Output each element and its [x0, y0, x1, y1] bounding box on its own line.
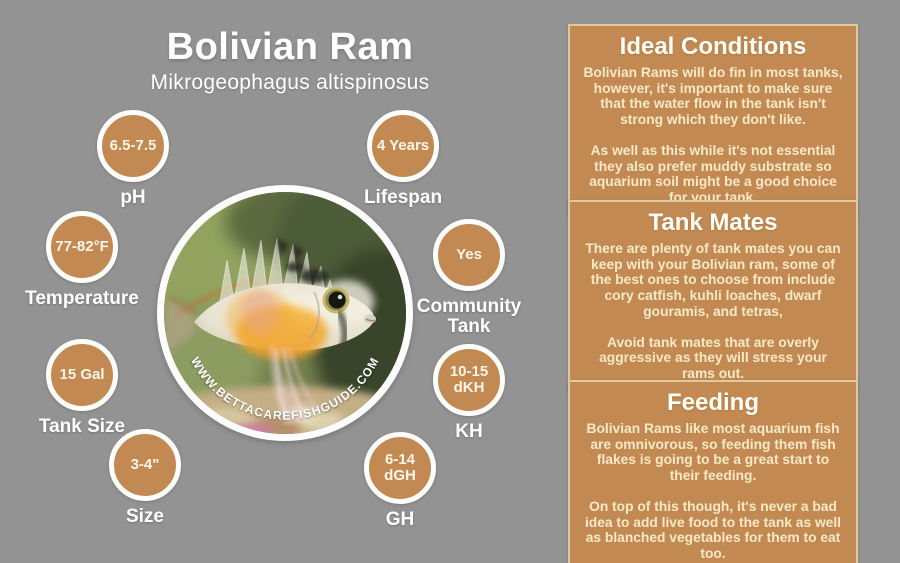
stat-size-value: 3-4"	[130, 456, 160, 474]
stat-lifespan-label: Lifespan	[363, 187, 443, 208]
watermark-arc: WWW.BETTACAREFISHGUIDE.COM	[188, 355, 382, 423]
panel-tank-mates-paragraph: There are plenty of tank mates you can k…	[585, 241, 841, 319]
page-subtitle: Mikrogeophagus altispinosus	[150, 71, 430, 94]
stat-gh-label: GH	[385, 509, 415, 530]
stat-ph-circle: 6.5-7.5	[97, 110, 169, 182]
stat-ph-value: 6.5-7.5	[109, 137, 157, 155]
svg-text:WWW.BETTACAREFISHGUIDE.COM: WWW.BETTACAREFISHGUIDE.COM	[188, 355, 382, 423]
stat-kh-value: 10-15 dKH	[449, 363, 489, 396]
stat-tank-size-circle: 15 Gal	[46, 339, 118, 411]
panel-feeding: Feeding Bolivian Rams like most aquarium…	[568, 380, 858, 563]
panel-tank-mates: Tank Mates There are plenty of tank mate…	[568, 200, 858, 392]
stat-ph-label: pH	[120, 187, 146, 208]
stat-community-tank-value: Yes	[456, 246, 482, 264]
stat-community-tank: Yes Community Tank	[379, 219, 559, 337]
stat-kh: 10-15 dKH KH	[379, 344, 559, 442]
panel-tank-mates-paragraph: Avoid tank mates that are overly aggress…	[599, 334, 827, 382]
stat-size-circle: 3-4"	[109, 429, 181, 501]
watermark-text: WWW.BETTACAREFISHGUIDE.COM	[188, 355, 381, 423]
panel-feeding-title: Feeding	[666, 389, 759, 416]
stat-kh-label: KH	[455, 421, 483, 442]
fish-photo: WWW.BETTACAREFISHGUIDE.COM	[157, 185, 413, 441]
stat-lifespan-value: 4 Years	[376, 137, 430, 155]
stat-community-tank-circle: Yes	[433, 219, 505, 291]
stat-tank-size-value: 15 Gal	[59, 366, 105, 384]
header: Bolivian Ram Mikrogeophagus altispinosus	[60, 26, 520, 95]
panel-tank-mates-title: Tank Mates	[648, 209, 778, 236]
panel-ideal-conditions-paragraph: Bolivian Rams will do fin in most tanks,…	[583, 65, 843, 128]
stat-tank-size: 15 Gal Tank Size	[0, 339, 172, 437]
panel-feeding-paragraph: On top of this though, it's never a bad …	[584, 498, 842, 562]
stat-gh-value: 6-14 dGH	[384, 451, 416, 484]
stat-lifespan: 4 Years Lifespan	[313, 110, 493, 208]
stat-community-tank-label: Community Tank	[416, 296, 522, 337]
stat-size-label: Size	[125, 506, 165, 527]
stat-temperature-label: Temperature	[25, 288, 139, 309]
stat-gh: 6-14 dGH GH	[310, 432, 490, 530]
stat-size: 3-4" Size	[55, 429, 235, 527]
panel-feeding-paragraph: Bolivian Rams like most aquarium fish ar…	[586, 421, 840, 484]
stat-kh-circle: 10-15 dKH	[433, 344, 505, 416]
stat-ph: 6.5-7.5 pH	[43, 110, 223, 208]
panel-ideal-conditions: Ideal Conditions Bolivian Rams will do f…	[568, 24, 858, 216]
stat-gh-circle: 6-14 dGH	[364, 432, 436, 504]
stat-lifespan-circle: 4 Years	[367, 110, 439, 182]
stat-temperature: 77-82°F Temperature	[0, 211, 172, 309]
panel-ideal-conditions-paragraph: As well as this while it's not essential…	[589, 142, 837, 206]
panel-ideal-conditions-title: Ideal Conditions	[619, 33, 807, 60]
stat-temperature-value: 77-82°F	[55, 238, 109, 256]
stat-temperature-circle: 77-82°F	[46, 211, 118, 283]
stat-tank-size-label: Tank Size	[38, 416, 126, 437]
page-title: Bolivian Ram	[166, 26, 414, 68]
